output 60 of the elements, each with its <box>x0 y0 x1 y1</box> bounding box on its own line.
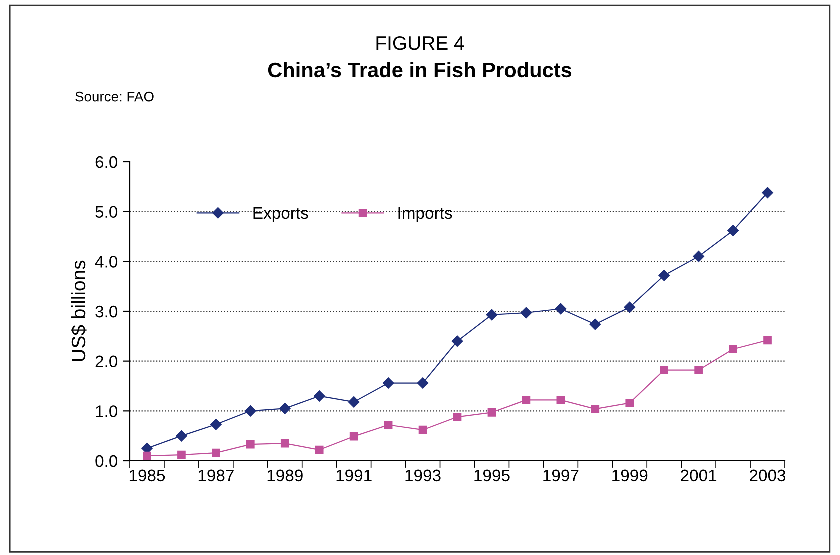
legend-label: Imports <box>398 208 452 222</box>
point <box>694 366 703 374</box>
point <box>729 345 738 354</box>
point <box>591 405 600 414</box>
point <box>280 439 290 448</box>
point <box>660 366 669 374</box>
point <box>314 390 326 402</box>
point <box>624 302 636 314</box>
point <box>555 303 567 315</box>
y-tick-label: 4.0 <box>95 256 118 268</box>
y-tick-label: 3.0 <box>96 306 118 318</box>
point <box>418 426 428 434</box>
x-tick-label: 1995 <box>474 470 510 482</box>
x-tick-label: 1985 <box>130 470 166 482</box>
point <box>486 309 498 321</box>
point <box>658 270 670 282</box>
point <box>728 225 739 236</box>
y-axis-title: US$ billions <box>71 260 87 362</box>
point <box>245 406 256 417</box>
point <box>762 187 774 199</box>
point <box>348 396 360 408</box>
point <box>453 412 462 422</box>
point <box>280 403 291 414</box>
point <box>210 419 222 430</box>
point <box>212 448 220 458</box>
y-tick-label: 2.0 <box>96 356 118 368</box>
point <box>626 399 634 408</box>
point <box>590 318 601 330</box>
y-tick-label: 1.0 <box>96 406 118 418</box>
x-tick-label: 1993 <box>406 470 441 482</box>
point <box>315 446 324 454</box>
point <box>522 396 531 404</box>
y-tick-label: 0.0 <box>96 455 118 468</box>
point <box>178 450 186 460</box>
chart-title: FIGURE 4 <box>376 36 464 50</box>
point <box>452 336 464 348</box>
x-tick-label: 1997 <box>544 470 579 482</box>
point <box>417 378 429 389</box>
point <box>556 396 566 404</box>
x-tick-label: 2003 <box>750 470 786 482</box>
point <box>350 432 358 441</box>
point <box>382 378 394 389</box>
legend-label: Exports <box>254 208 308 222</box>
x-tick-label: 1999 <box>612 470 648 482</box>
point <box>246 440 255 449</box>
x-tick-label: 1989 <box>268 470 303 482</box>
point <box>764 336 772 345</box>
x-tick-label: 1991 <box>336 470 372 482</box>
x-tick-label: 2001 <box>681 470 717 482</box>
point <box>384 420 393 430</box>
y-tick-label: 5.0 <box>96 206 118 218</box>
point <box>520 307 532 319</box>
source-note: Source: FAO <box>76 92 154 102</box>
y-tick-label: 6.0 <box>96 156 118 168</box>
x-tick-label: 1987 <box>198 470 234 482</box>
point <box>143 452 152 460</box>
chart-subtitle: China’s Trade in Fish Products <box>268 62 572 78</box>
point <box>488 408 496 417</box>
point <box>693 251 704 262</box>
point <box>176 430 188 442</box>
